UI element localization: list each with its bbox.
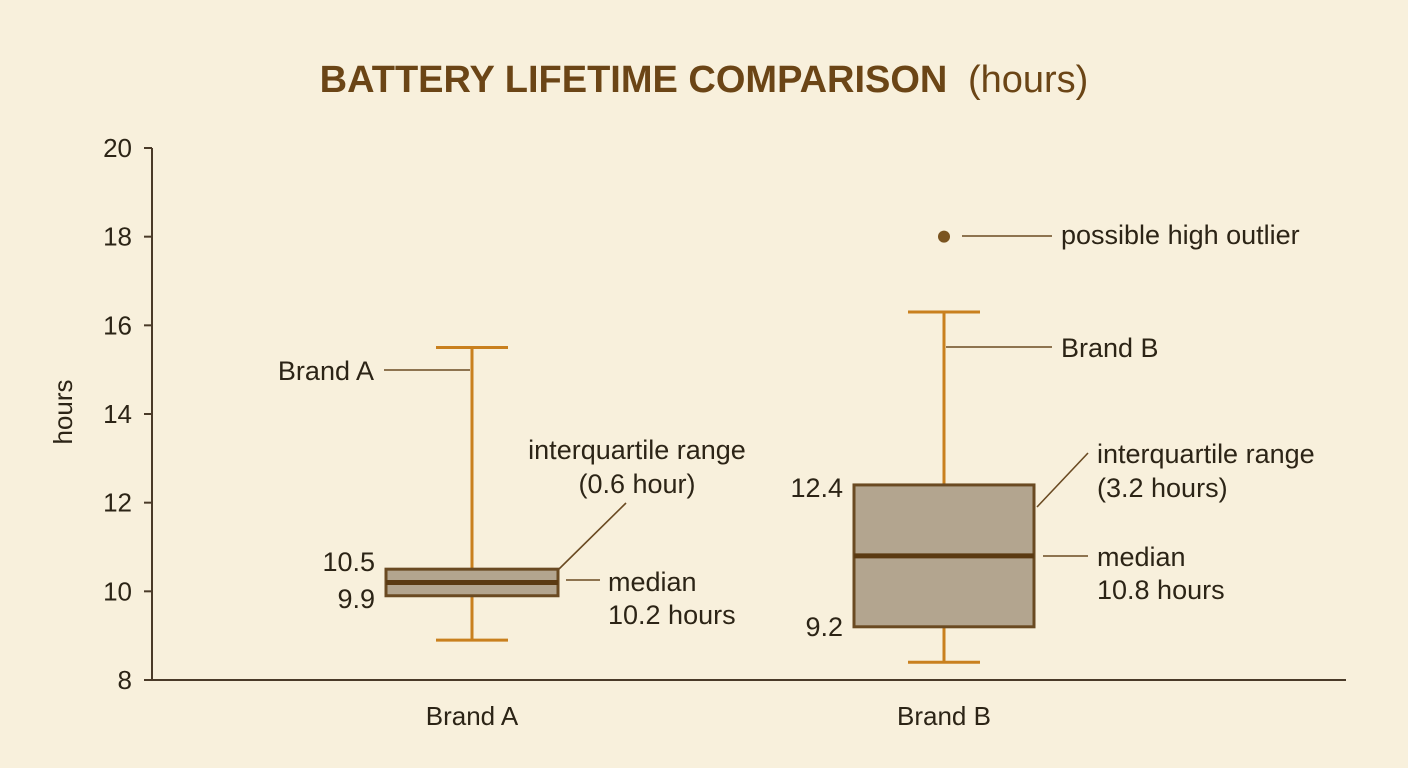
y-tick-label: 18 xyxy=(103,222,132,252)
brand-b-iqr-leader xyxy=(1036,452,1089,508)
brand-b-outlier-label: possible high outlier xyxy=(1061,220,1300,250)
y-tick-label: 10 xyxy=(103,576,132,606)
brand-b-iqr-label-line1: interquartile range xyxy=(1097,439,1315,469)
box-brand-a xyxy=(384,346,560,642)
chart-title: BATTERY LIFETIME COMPARISON (hours) xyxy=(320,59,1089,101)
y-tick-label: 20 xyxy=(103,133,132,163)
brand-a-q3-label: 10.5 xyxy=(322,547,375,577)
y-axis-label: hours xyxy=(48,379,78,444)
brand-a-median-label-line2: 10.2 hours xyxy=(608,600,736,630)
annotation-leader-lines xyxy=(384,235,1089,581)
brand-a-iqr-leader xyxy=(558,502,627,570)
brand-a-series-label: Brand A xyxy=(278,356,374,386)
brand-b-q1-label: 9.2 xyxy=(805,612,843,642)
chart-title-suffix: (hours) xyxy=(968,59,1088,101)
brand-a-iqr-label-line1: interquartile range xyxy=(528,435,746,465)
y-tick-label: 16 xyxy=(103,310,132,340)
y-tick-label: 12 xyxy=(103,488,132,518)
brand-b-median-label-line1: median xyxy=(1097,542,1186,572)
outlier-point xyxy=(938,230,950,243)
box-series xyxy=(384,230,1036,664)
brand-a-median-label-line1: median xyxy=(608,567,697,597)
brand-b-series-label: Brand B xyxy=(1061,333,1159,363)
x-tick-label: Brand A xyxy=(426,701,519,731)
box-brand-b xyxy=(852,230,1036,664)
y-tick-label: 8 xyxy=(118,665,132,695)
brand-b-q3-label: 12.4 xyxy=(790,473,843,503)
brand-a-iqr-label-line2: (0.6 hour) xyxy=(578,469,695,499)
brand-b-iqr-label-line2: (3.2 hours) xyxy=(1097,473,1228,503)
brand-b-median-label-line2: 10.8 hours xyxy=(1097,575,1225,605)
y-axis-ticks: 8 10 12 14 16 18 20 Brand A Brand B xyxy=(103,133,991,731)
brand-a-q1-label: 9.9 xyxy=(337,584,375,614)
x-tick-label: Brand B xyxy=(897,701,991,731)
y-tick-label: 14 xyxy=(103,399,132,429)
chart-title-main: BATTERY LIFETIME COMPARISON xyxy=(320,59,948,101)
